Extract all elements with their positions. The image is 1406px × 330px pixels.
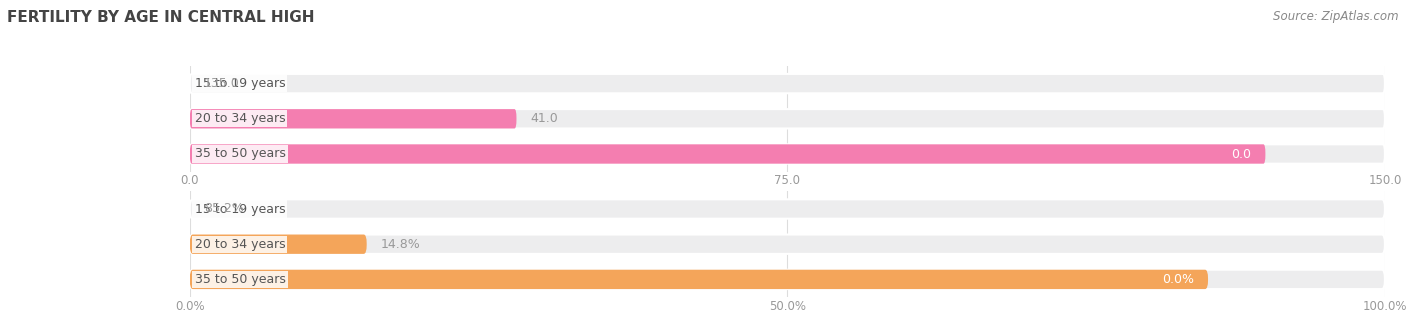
Text: 20 to 34 years: 20 to 34 years	[194, 112, 285, 125]
FancyBboxPatch shape	[190, 109, 516, 128]
Text: 35 to 50 years: 35 to 50 years	[194, 148, 285, 160]
FancyBboxPatch shape	[190, 144, 1385, 164]
Text: 85.2%: 85.2%	[204, 203, 245, 215]
Text: 20 to 34 years: 20 to 34 years	[194, 238, 285, 251]
FancyBboxPatch shape	[190, 199, 1385, 219]
FancyBboxPatch shape	[190, 109, 1385, 128]
Text: 41.0: 41.0	[531, 112, 558, 125]
Text: 35 to 50 years: 35 to 50 years	[194, 273, 285, 286]
Text: Source: ZipAtlas.com: Source: ZipAtlas.com	[1274, 10, 1399, 23]
Text: 14.8%: 14.8%	[381, 238, 420, 251]
FancyBboxPatch shape	[190, 144, 1265, 164]
Text: 135.0: 135.0	[204, 77, 240, 90]
Text: FERTILITY BY AGE IN CENTRAL HIGH: FERTILITY BY AGE IN CENTRAL HIGH	[7, 10, 315, 25]
Text: 0.0%: 0.0%	[1161, 273, 1194, 286]
FancyBboxPatch shape	[190, 74, 1385, 93]
Text: 15 to 19 years: 15 to 19 years	[194, 77, 285, 90]
FancyBboxPatch shape	[190, 270, 1208, 289]
FancyBboxPatch shape	[190, 270, 1385, 289]
FancyBboxPatch shape	[190, 235, 1385, 254]
Text: 0.0: 0.0	[1232, 148, 1251, 160]
FancyBboxPatch shape	[190, 235, 367, 254]
Text: 15 to 19 years: 15 to 19 years	[194, 203, 285, 215]
